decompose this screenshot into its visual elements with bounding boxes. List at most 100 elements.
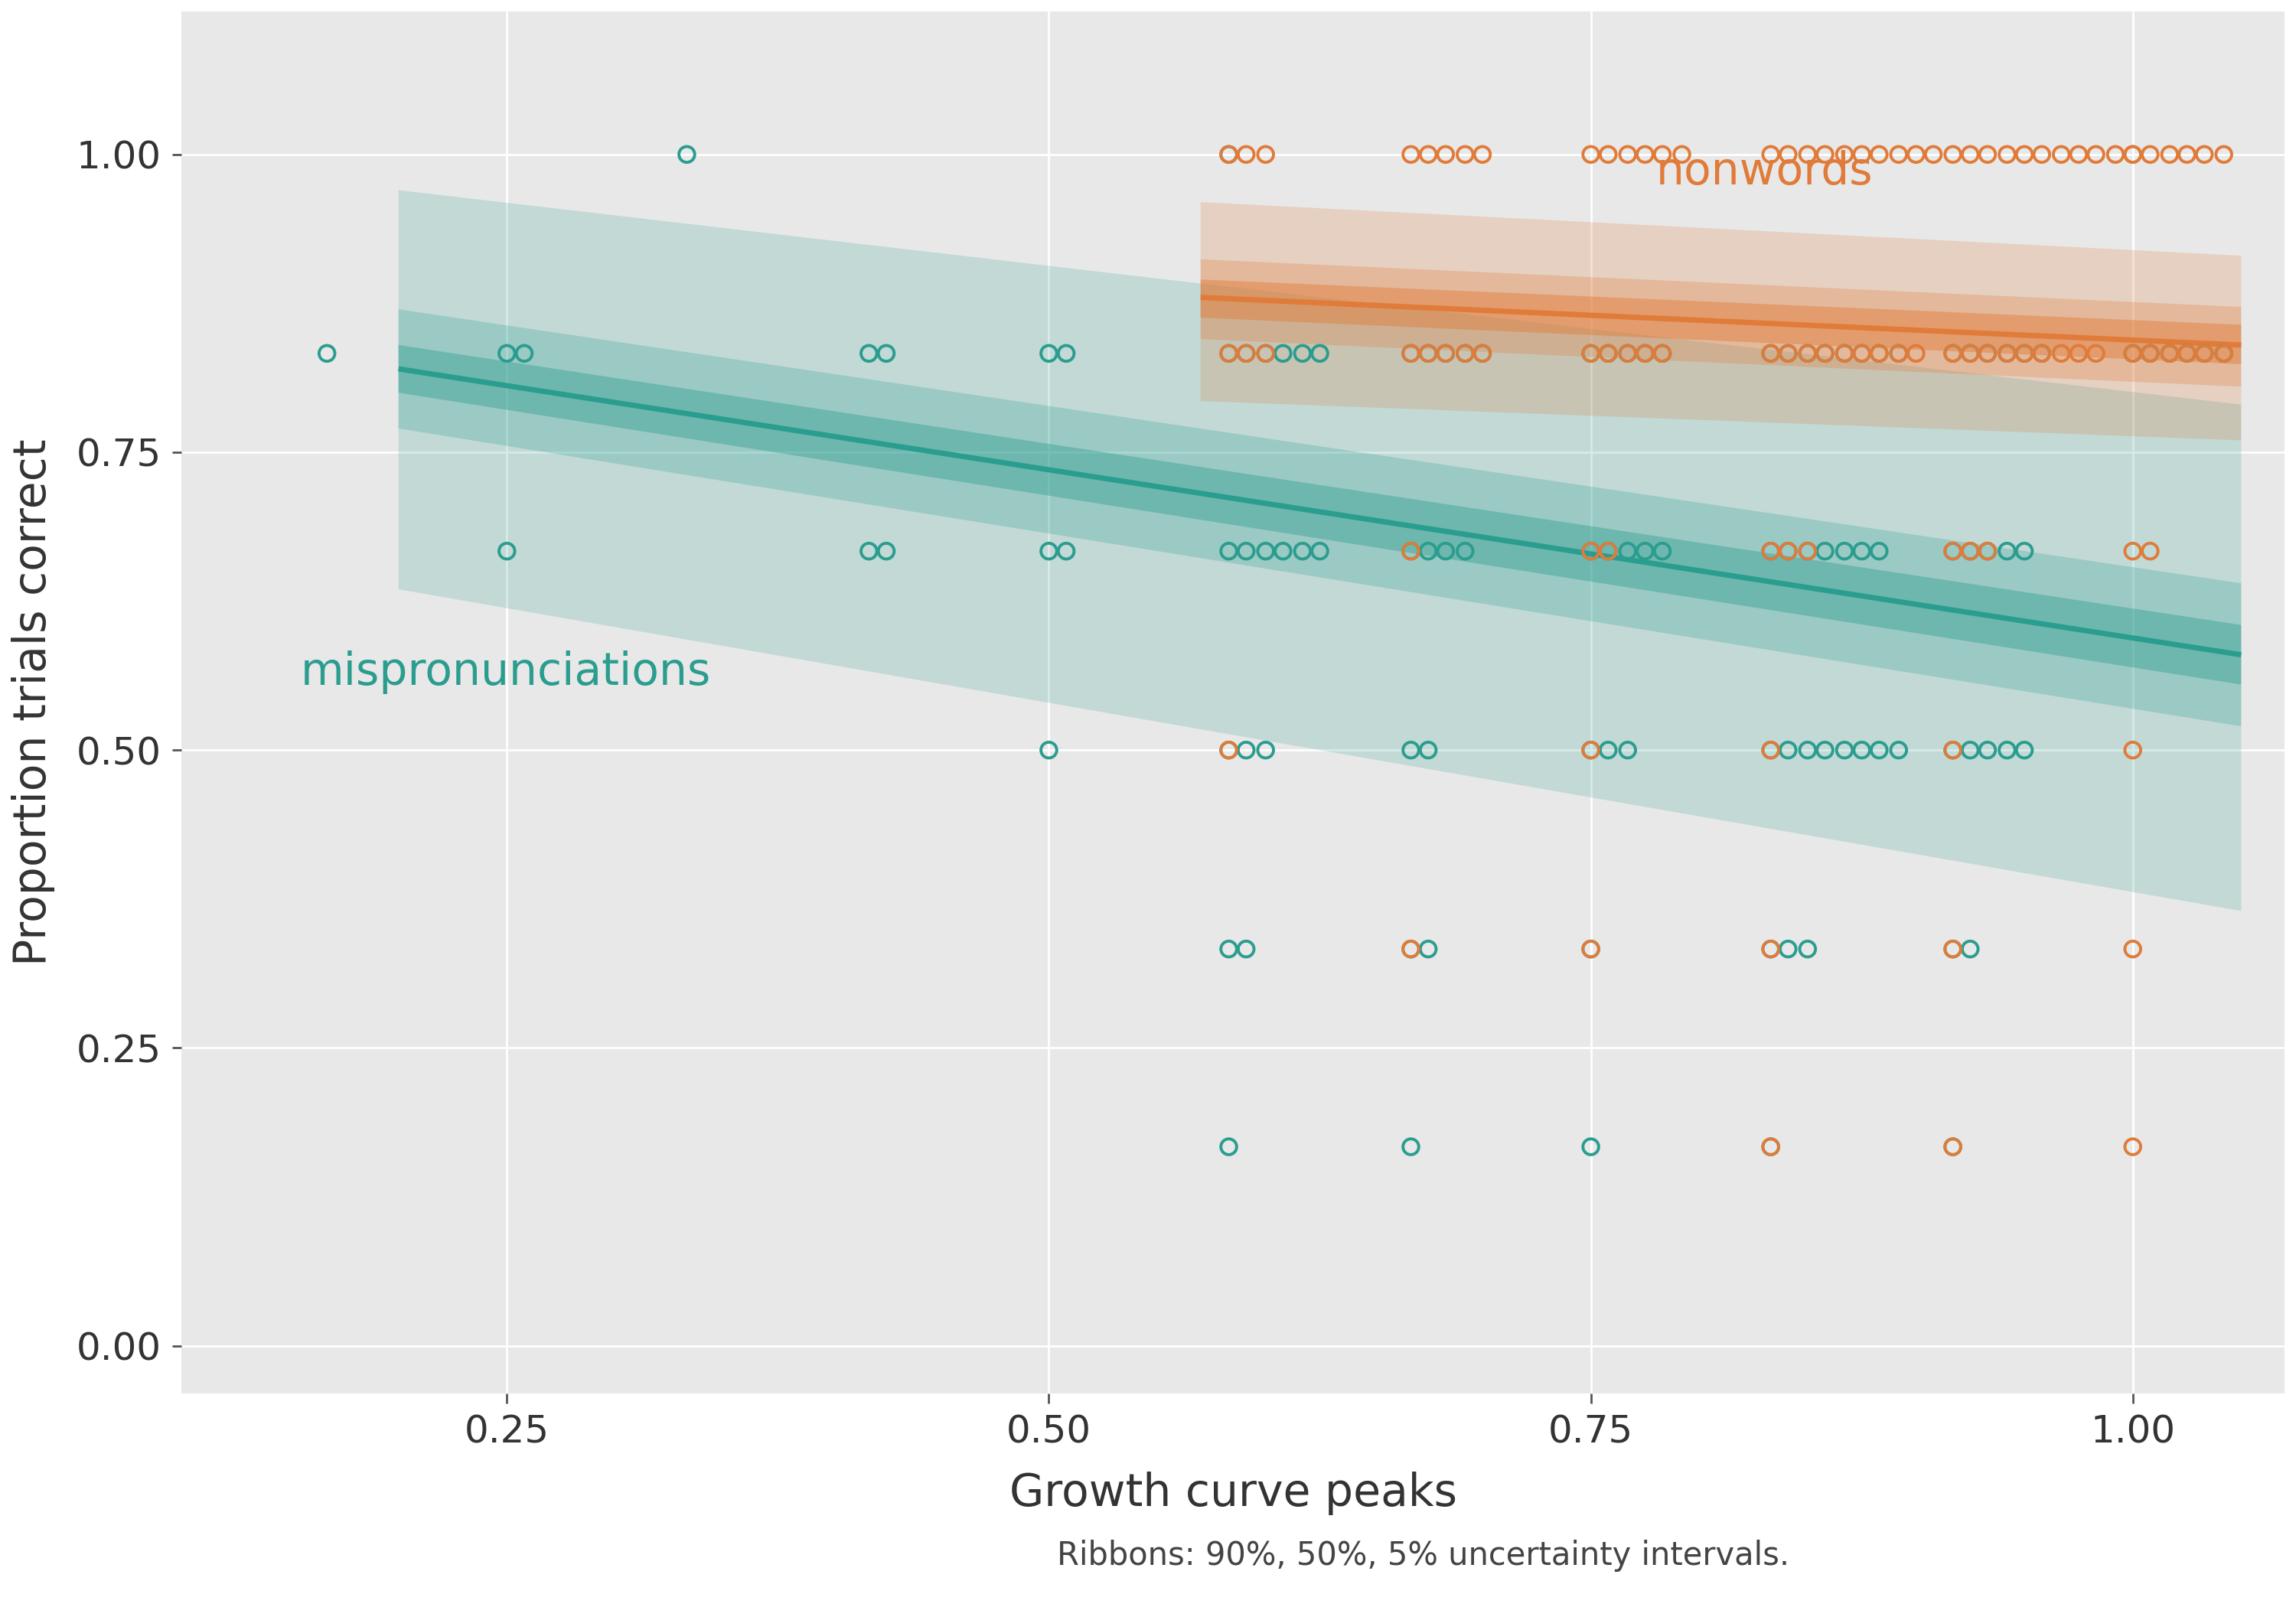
Point bbox=[2131, 341, 2167, 366]
Point bbox=[1031, 341, 1068, 366]
Point bbox=[1896, 141, 1933, 167]
Polygon shape bbox=[400, 309, 2241, 726]
Point bbox=[1391, 738, 1428, 763]
Point bbox=[1265, 538, 1302, 564]
Point bbox=[1880, 341, 1917, 366]
Point bbox=[1410, 341, 1446, 366]
Point bbox=[1860, 341, 1896, 366]
Point bbox=[1210, 538, 1247, 564]
Point bbox=[1391, 538, 1428, 564]
Point bbox=[1752, 738, 1789, 763]
Point bbox=[2186, 341, 2223, 366]
Point bbox=[2186, 341, 2223, 366]
Point bbox=[1770, 937, 1807, 963]
Point bbox=[1609, 141, 1646, 167]
Point bbox=[1644, 341, 1681, 366]
Point bbox=[1952, 538, 1988, 564]
Point bbox=[1573, 937, 1609, 963]
Point bbox=[1860, 538, 1896, 564]
X-axis label: Growth curve peaks: Growth curve peaks bbox=[1010, 1472, 1458, 1515]
Point bbox=[1247, 341, 1283, 366]
Point bbox=[868, 341, 905, 366]
Point bbox=[1770, 141, 1807, 167]
Polygon shape bbox=[1201, 259, 2241, 387]
Point bbox=[1228, 937, 1265, 963]
Point bbox=[2186, 141, 2223, 167]
Point bbox=[1210, 1135, 1247, 1160]
Point bbox=[1807, 738, 1844, 763]
Point bbox=[2115, 141, 2151, 167]
Point bbox=[1626, 341, 1662, 366]
Point bbox=[1626, 538, 1662, 564]
Point bbox=[2170, 341, 2206, 366]
Point bbox=[1936, 341, 1972, 366]
Point bbox=[1770, 341, 1807, 366]
Point bbox=[1789, 341, 1825, 366]
Point bbox=[850, 341, 886, 366]
Point bbox=[1609, 341, 1646, 366]
Point bbox=[1589, 341, 1626, 366]
Point bbox=[2115, 341, 2151, 366]
Point bbox=[1302, 341, 1339, 366]
Point bbox=[1825, 141, 1862, 167]
Point bbox=[1589, 538, 1626, 564]
Point bbox=[1428, 341, 1465, 366]
Point bbox=[1391, 937, 1428, 963]
Point bbox=[2007, 738, 2043, 763]
Point bbox=[1970, 738, 2007, 763]
Point bbox=[1844, 738, 1880, 763]
Point bbox=[1880, 341, 1917, 366]
Point bbox=[1573, 738, 1609, 763]
Point bbox=[2170, 341, 2206, 366]
Point bbox=[1752, 937, 1789, 963]
Point bbox=[1573, 141, 1609, 167]
Point bbox=[1428, 341, 1465, 366]
Point bbox=[1465, 341, 1502, 366]
Point bbox=[1789, 141, 1825, 167]
Point bbox=[1031, 538, 1068, 564]
Polygon shape bbox=[1201, 202, 2241, 440]
Point bbox=[1988, 738, 2025, 763]
Point bbox=[2096, 141, 2133, 167]
Point bbox=[1210, 341, 1247, 366]
Point bbox=[1228, 341, 1265, 366]
Point bbox=[1844, 341, 1880, 366]
Point bbox=[1807, 141, 1844, 167]
Point bbox=[1210, 738, 1247, 763]
Point bbox=[1988, 341, 2025, 366]
Point bbox=[505, 341, 542, 366]
Point bbox=[1210, 937, 1247, 963]
Point bbox=[1465, 141, 1502, 167]
Point bbox=[1970, 538, 2007, 564]
Point bbox=[1970, 341, 2007, 366]
Point bbox=[1844, 341, 1880, 366]
Point bbox=[2151, 141, 2188, 167]
Point bbox=[1880, 141, 1917, 167]
Point bbox=[1936, 538, 1972, 564]
Point bbox=[1391, 937, 1428, 963]
Point bbox=[1228, 538, 1265, 564]
Point bbox=[2170, 141, 2206, 167]
Point bbox=[1770, 738, 1807, 763]
Point bbox=[2115, 141, 2151, 167]
Point bbox=[1665, 141, 1701, 167]
Point bbox=[1410, 937, 1446, 963]
Point bbox=[1970, 141, 2007, 167]
Polygon shape bbox=[1201, 280, 2241, 365]
Point bbox=[2115, 738, 2151, 763]
Point bbox=[668, 141, 705, 167]
Point bbox=[2023, 341, 2060, 366]
Point bbox=[1752, 937, 1789, 963]
Y-axis label: Proportion trials correct: Proportion trials correct bbox=[11, 439, 55, 966]
Point bbox=[1644, 141, 1681, 167]
Point bbox=[2078, 141, 2115, 167]
Point bbox=[1952, 341, 1988, 366]
Point bbox=[1752, 1135, 1789, 1160]
Point bbox=[1465, 341, 1502, 366]
Point bbox=[1988, 341, 2025, 366]
Point bbox=[1573, 341, 1609, 366]
Point bbox=[1228, 141, 1265, 167]
Point bbox=[1880, 738, 1917, 763]
Point bbox=[1825, 738, 1862, 763]
Point bbox=[1391, 1135, 1428, 1160]
